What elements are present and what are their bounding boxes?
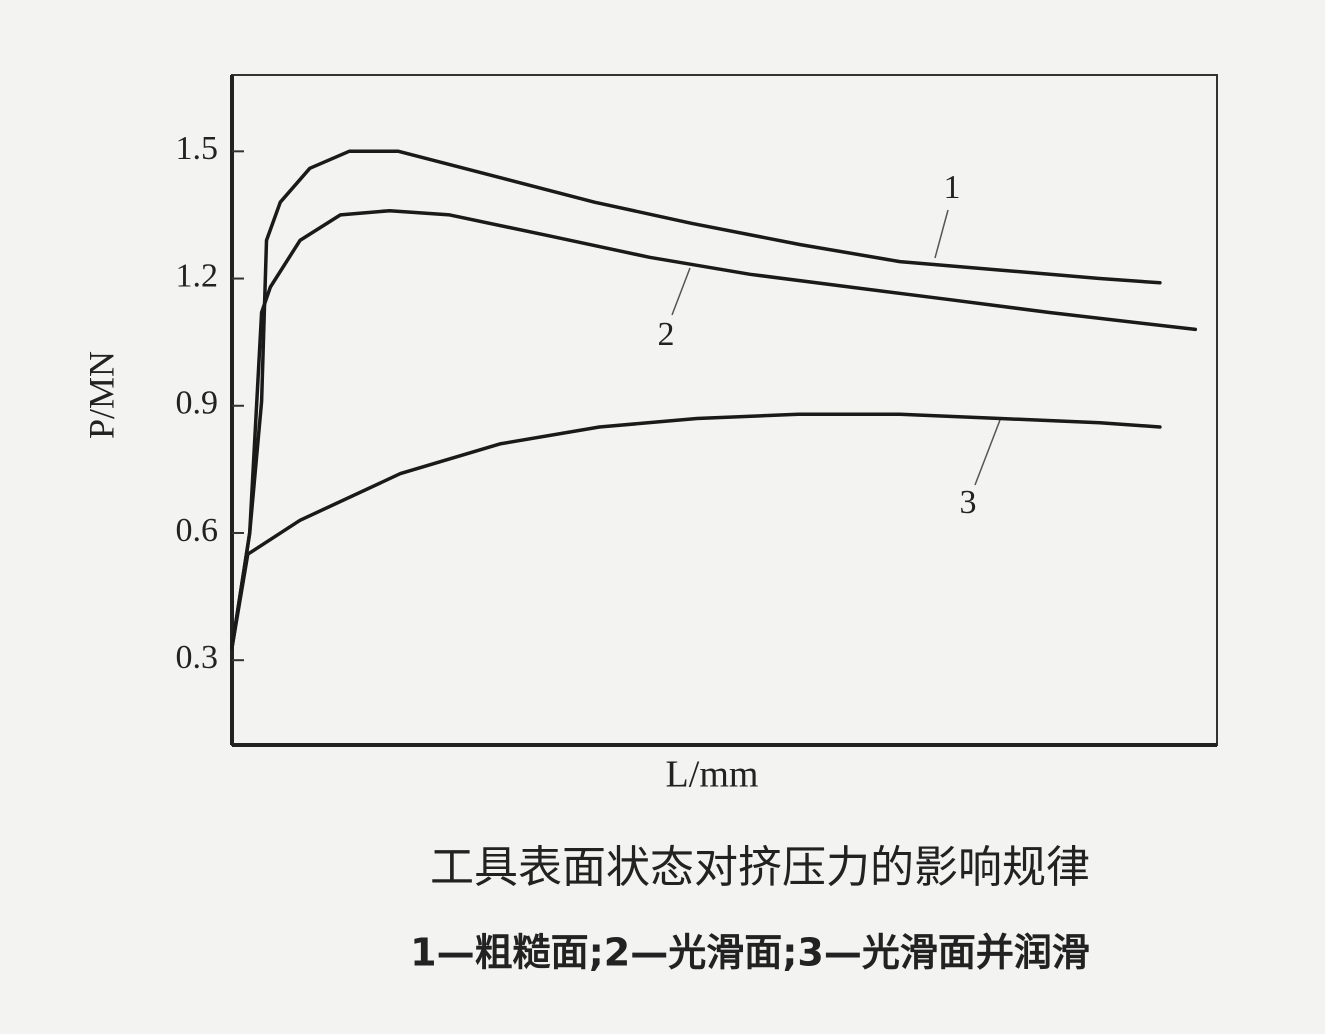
series-label: 1 [944,169,961,206]
caption: 工具表面状态对挤压力的影响规律 [430,842,1090,893]
leader-line [934,209,949,259]
series-label: 2 [658,316,675,353]
y-tick-label: 1.5 [176,130,219,167]
leader-line [671,267,691,316]
series-line [230,412,1162,650]
series-label: 3 [960,484,977,521]
y-axis-label: P/MN [81,351,121,439]
y-tick-label: 0.6 [176,512,219,549]
x-axis-label: L/mm [666,754,759,796]
plot-frame [231,74,1218,746]
y-tick-label: 0.9 [176,385,219,422]
series-line [230,149,1162,650]
y-tick-label: 0.3 [176,639,219,676]
leader-line [974,419,1001,486]
series-line [230,208,1198,650]
legend-text: 1—粗糙面;2—光滑面;3—光滑面并润滑 [410,931,1090,975]
y-tick-label: 1.2 [176,257,219,294]
